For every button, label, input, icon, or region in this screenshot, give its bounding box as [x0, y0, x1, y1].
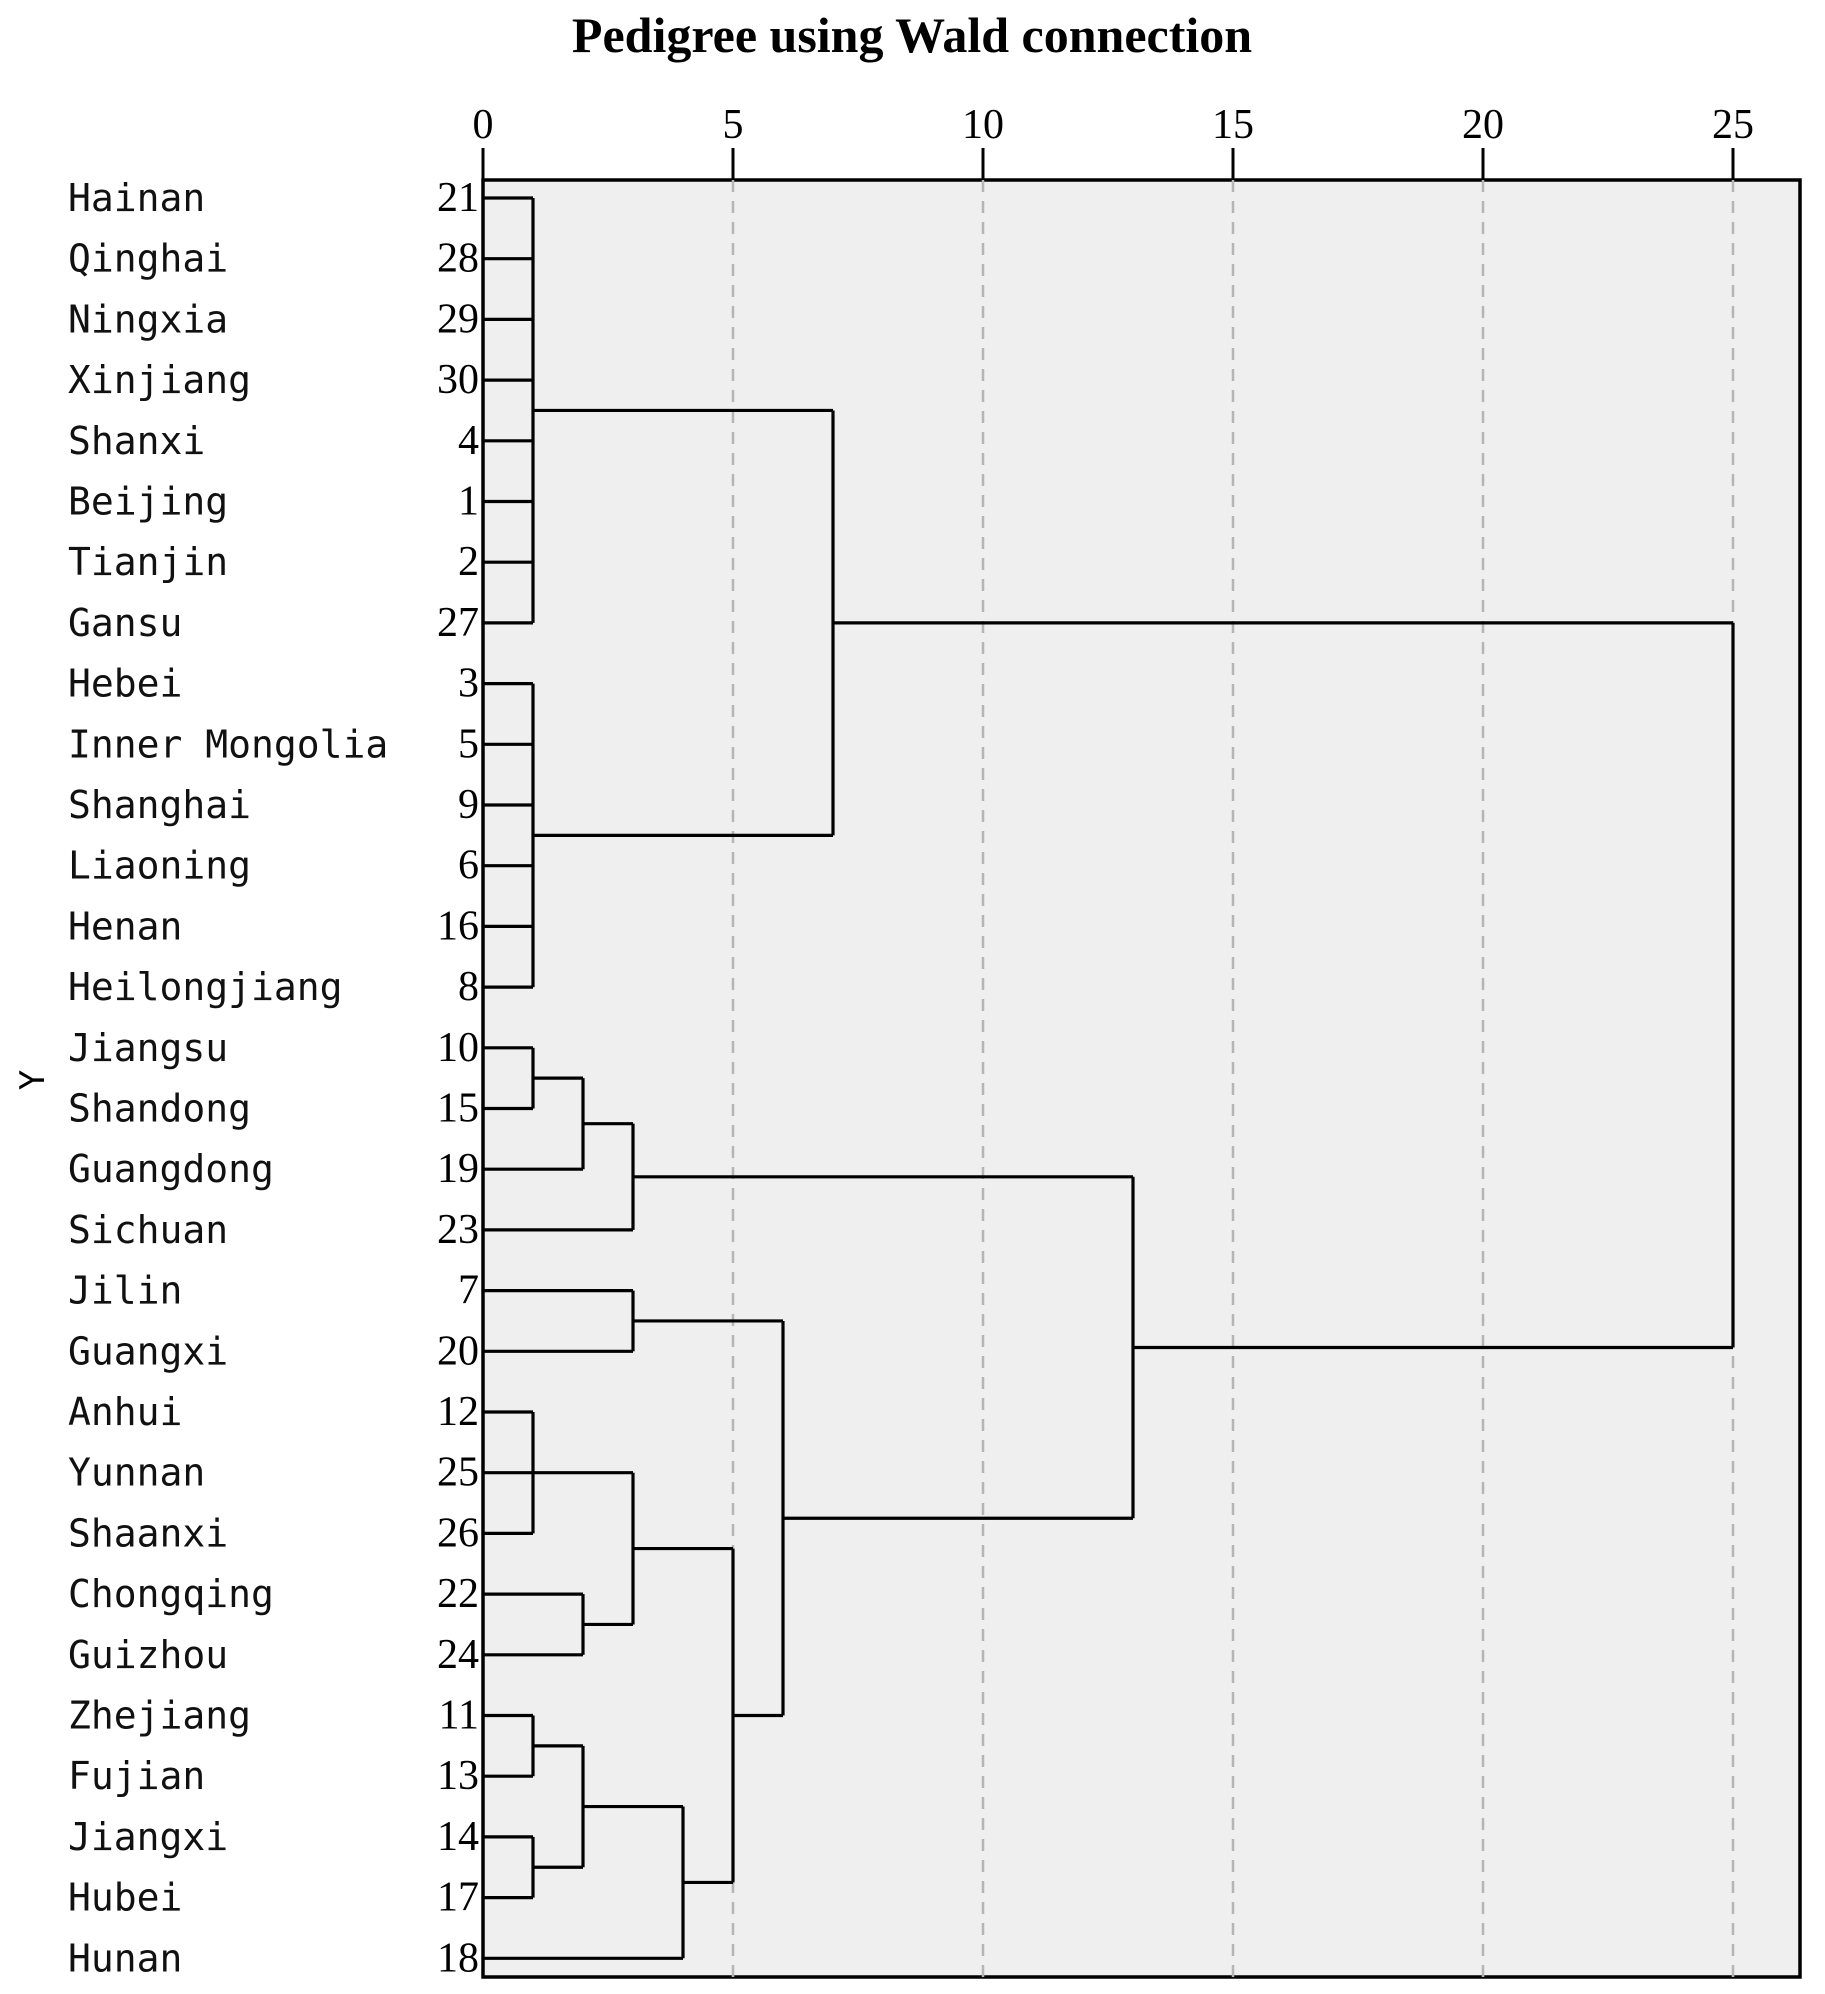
leaf-name-label: Qinghai: [68, 237, 228, 281]
leaf-number-label: 9: [458, 782, 479, 828]
leaf-name-label: Hunan: [68, 1936, 182, 1980]
leaf-name-label: Anhui: [68, 1390, 182, 1434]
x-tick-label: 5: [723, 102, 744, 148]
leaf-name-label: Gansu: [68, 601, 182, 645]
chart-title: Pedigree using Wald connection: [572, 7, 1252, 63]
leaf-number-label: 28: [437, 236, 479, 282]
leaf-number-label: 2: [458, 539, 479, 585]
leaf-number-label: 11: [439, 1693, 479, 1739]
leaf-name-label: Sichuan: [68, 1208, 228, 1252]
leaf-name-label: Liaoning: [68, 844, 251, 888]
leaf-name-label: Guizhou: [68, 1633, 228, 1677]
leaf-number-label: 10: [437, 1025, 479, 1071]
leaf-number-label: 1: [458, 479, 479, 525]
dendrogram-branches: [483, 196, 1735, 1960]
leaf-name-label: Shanxi: [68, 419, 205, 463]
leaf-number-label: 3: [458, 661, 479, 707]
x-tick-label: 0: [473, 102, 494, 148]
leaf-number-label: 13: [437, 1753, 479, 1799]
leaf-number-label: 27: [437, 600, 479, 646]
leaf-number-label: 7: [458, 1268, 479, 1314]
leaf-number-label: 6: [458, 843, 479, 889]
x-tick-label: 10: [962, 102, 1004, 148]
leaf-name-label: Xinjiang: [68, 358, 251, 402]
leaf-number-label: 23: [437, 1207, 479, 1253]
y-axis-label: Y: [13, 1070, 53, 1090]
leaf-number-label: 29: [437, 296, 479, 342]
leaf-number-label: 21: [437, 175, 479, 221]
leaf-name-label: Shaanxi: [68, 1511, 228, 1555]
leaf-number-label: 17: [437, 1875, 479, 1921]
leaf-number-label: 26: [437, 1510, 479, 1556]
leaf-number-label: 19: [437, 1146, 479, 1192]
leaf-name-label: Guangxi: [68, 1329, 228, 1373]
x-tick-label: 20: [1462, 102, 1504, 148]
leaf-name-label: Shanghai: [68, 783, 251, 827]
leaf-number-label: 30: [437, 357, 479, 403]
leaf-name-label: Jiangxi: [68, 1815, 228, 1859]
x-tick-label: 25: [1712, 102, 1754, 148]
x-tick-label: 15: [1212, 102, 1254, 148]
leaf-name-label: Ningxia: [68, 297, 228, 341]
leaf-name-label: Beijing: [68, 480, 228, 524]
leaf-number-label: 20: [437, 1328, 479, 1374]
leaf-name-label: Hubei: [68, 1876, 182, 1920]
leaf-number-label: 5: [458, 721, 479, 767]
leaf-name-label: Tianjin: [68, 540, 228, 584]
leaf-number-label: 8: [458, 964, 479, 1010]
leaf-number-label: 18: [437, 1935, 479, 1981]
leaf-name-label: Zhejiang: [68, 1694, 251, 1738]
leaf-name-label: Jiangsu: [68, 1026, 228, 1070]
leaf-name-label: Hainan: [68, 176, 205, 220]
leaf-name-label: Guangdong: [68, 1147, 274, 1191]
leaf-number-label: 16: [437, 903, 479, 949]
leaf-number-label: 4: [458, 418, 479, 464]
leaf-name-label: Shandong: [68, 1087, 251, 1131]
plot-area: [481, 178, 1802, 1979]
leaf-number-label: 14: [437, 1814, 479, 1860]
leaf-number-label: 22: [437, 1571, 479, 1617]
leaf-name-label: Hebei: [68, 662, 182, 706]
leaf-name-label: Inner Mongolia: [68, 722, 388, 766]
leaf-number-label: 25: [437, 1450, 479, 1496]
x-axis-ticks: 0 5 10 15 20 25: [473, 102, 1754, 180]
leaf-name-label: Heilongjiang: [68, 965, 343, 1009]
leaf-name-label: Chongqing: [68, 1572, 274, 1616]
leaf-number-label: 24: [437, 1632, 479, 1678]
leaf-name-label: Jilin: [68, 1269, 182, 1313]
leaf-name-label: Yunnan: [68, 1451, 205, 1495]
leaf-name-label: Henan: [68, 904, 182, 948]
leaf-name-label: Fujian: [68, 1754, 205, 1798]
leaf-number-label: 15: [437, 1086, 479, 1132]
leaf-number-label: 12: [437, 1389, 479, 1435]
